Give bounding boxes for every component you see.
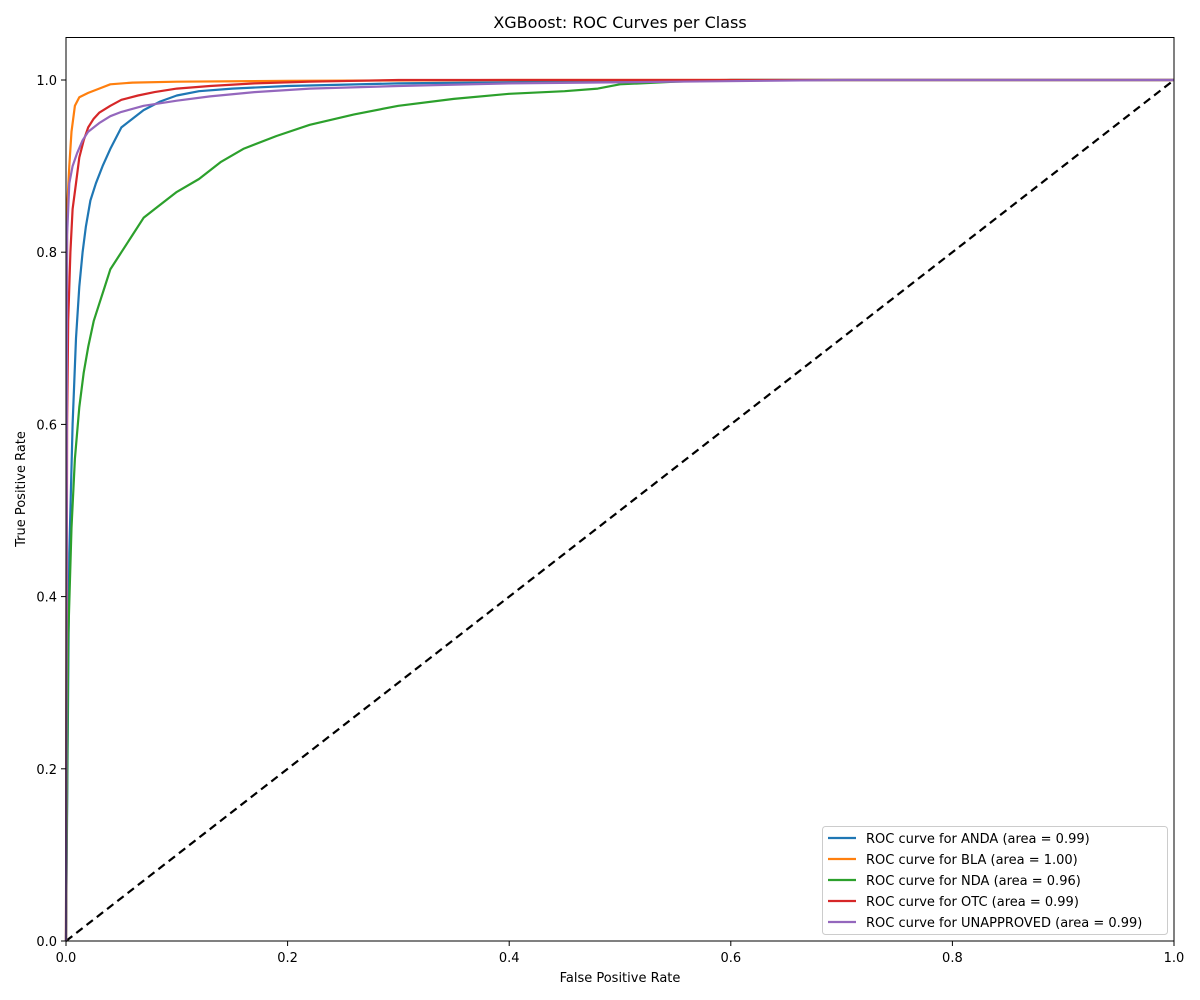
legend-label-otc: ROC curve for OTC (area = 0.99)	[866, 895, 1079, 910]
y-tick-label: 1.0	[36, 74, 57, 89]
chance-diagonal-line	[65, 79, 1175, 942]
x-axis-ticks: 0.0 0.2 0.4 0.6 0.8 1.0	[56, 941, 1185, 966]
plot-area	[64, 78, 1175, 942]
x-tick-label: 0.6	[720, 951, 741, 966]
x-tick-label: 0.8	[942, 951, 963, 966]
y-axis-ticks: 0.0 0.2 0.4 0.6 0.8 1.0	[36, 74, 66, 950]
legend-label-bla: ROC curve for BLA (area = 1.00)	[866, 853, 1078, 868]
y-tick-label: 0.6	[36, 418, 57, 433]
x-tick-label: 1.0	[1164, 951, 1185, 966]
legend-label-nda: ROC curve for NDA (area = 0.96)	[866, 874, 1081, 889]
roc-curve-unapproved	[64, 78, 1174, 942]
y-tick-label: 0.4	[36, 591, 57, 606]
axes-frame	[65, 37, 1175, 942]
legend-box	[822, 826, 1168, 935]
x-tick-label: 0.4	[499, 951, 520, 966]
y-tick-label: 0.8	[36, 246, 57, 261]
legend-label-unapproved: ROC curve for UNAPPROVED (area = 0.99)	[866, 916, 1142, 931]
legend: ROC curve for ANDA (area = 0.99) ROC curv…	[822, 826, 1168, 935]
y-axis-label: True Positive Rate	[14, 431, 29, 548]
roc-curve-anda	[64, 78, 1174, 942]
legend-label-anda: ROC curve for ANDA (area = 0.99)	[866, 832, 1090, 847]
roc-curve-nda	[64, 78, 1174, 942]
chart-title: XGBoost: ROC Curves per Class	[493, 13, 746, 32]
roc-curve-otc	[64, 78, 1174, 942]
x-axis-label: False Positive Rate	[560, 971, 681, 986]
x-tick-label: 0.0	[56, 951, 77, 966]
y-tick-label: 0.0	[36, 935, 57, 950]
y-tick-label: 0.2	[36, 763, 57, 778]
x-tick-label: 0.2	[277, 951, 298, 966]
